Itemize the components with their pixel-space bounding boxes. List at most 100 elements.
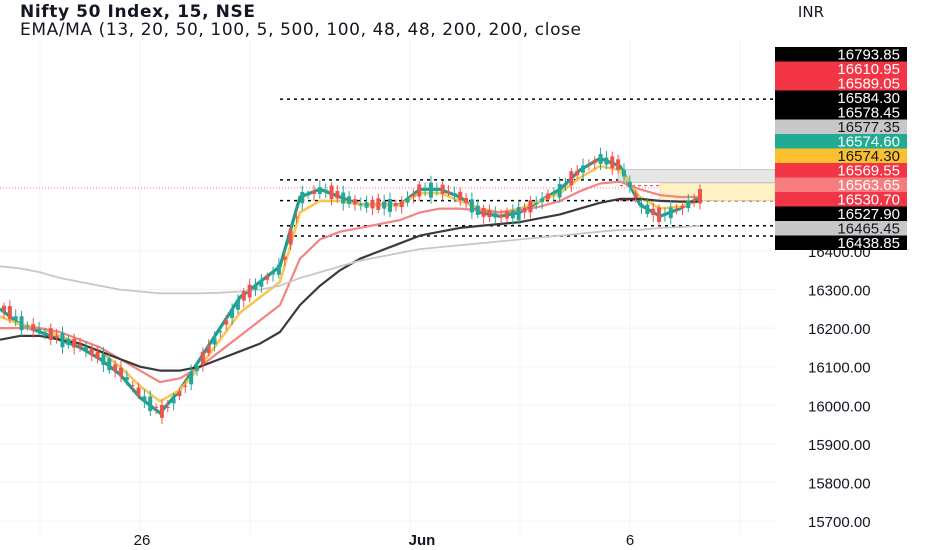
candle-body [674, 209, 679, 211]
price-label-bg [775, 134, 907, 149]
candle-body [48, 328, 53, 340]
price-label-bg [775, 206, 907, 221]
candle-body [569, 171, 574, 186]
candle-body [534, 203, 539, 205]
candle-body [323, 189, 328, 193]
candle-body [557, 183, 562, 198]
candle-body [662, 213, 667, 216]
candle-body [592, 160, 597, 164]
candle-body [276, 264, 281, 275]
candle-body [510, 210, 515, 219]
candle-body [66, 338, 71, 346]
price-label-bg [775, 163, 907, 178]
candle-body [446, 191, 451, 193]
y-tick-label: 15700.00 [808, 514, 871, 531]
candle-body [60, 332, 65, 348]
resistance-zone [617, 169, 776, 183]
candle-body [417, 184, 422, 197]
candle-body [370, 200, 375, 209]
price-label: 16584.30 [775, 90, 907, 107]
ma-line-ema-100 [0, 197, 700, 372]
candle-body [528, 200, 533, 213]
candle-body [101, 354, 106, 365]
candle-body [189, 371, 194, 385]
candle-body [651, 208, 656, 216]
price-label-bg [775, 47, 907, 62]
candle-body [516, 206, 521, 221]
candle-body [481, 207, 486, 217]
x-tick-label: 26 [134, 532, 151, 549]
price-label-text: 16527.90 [837, 206, 900, 223]
price-label: 16527.90 [775, 206, 907, 223]
candle-body [692, 200, 697, 202]
price-label-bg [775, 76, 907, 91]
symbol-title[interactable]: Nifty 50 Index, 15, NSE [20, 2, 256, 22]
price-label-bg [775, 61, 907, 76]
price-label-text: 16530.70 [837, 192, 900, 209]
candle-body [352, 199, 357, 205]
candle-body [581, 165, 586, 173]
y-tick-label: 16300.00 [808, 283, 871, 300]
candle-body [212, 337, 217, 345]
candle-body [329, 185, 334, 199]
candle-body [241, 291, 246, 301]
candle-body [54, 335, 59, 339]
candle-body [247, 284, 252, 298]
candle-body [294, 216, 299, 218]
candle-body [288, 229, 293, 245]
candle-body [633, 193, 638, 198]
candle-body [610, 156, 615, 169]
indicator-legend[interactable]: EMA/MA (13, 20, 50, 100, 5, 500, 100, 48… [20, 20, 582, 40]
candle-body [434, 187, 439, 192]
candle-body [440, 184, 445, 194]
candle-body [452, 192, 457, 196]
time-axis[interactable]: 26 Jun 6 [134, 532, 635, 549]
candle-body [487, 210, 492, 218]
candle-body [311, 190, 316, 195]
candle-body [37, 328, 42, 333]
horizontal-levels [0, 98, 775, 237]
candle-body [200, 351, 205, 365]
candle-body [230, 310, 235, 318]
candle-body [545, 193, 550, 200]
candle-body [393, 203, 398, 206]
candle-body [551, 192, 556, 195]
price-label-bg [775, 221, 907, 236]
price-label: 16578.45 [775, 105, 907, 122]
candle-body [411, 194, 416, 197]
price-label-text: 16577.35 [837, 119, 900, 136]
price-label-bg [775, 105, 907, 120]
price-label-bg [775, 192, 907, 207]
price-label-text: 16465.45 [837, 221, 900, 238]
candle-body [113, 364, 118, 371]
price-label-bg [775, 177, 907, 192]
price-label: 16438.85 [775, 235, 907, 252]
candle-body [586, 164, 591, 166]
candle-body [83, 347, 88, 351]
price-label: 16530.70 [775, 192, 907, 209]
y-tick-label: 16100.00 [808, 360, 871, 377]
x-tick-label: Jun [409, 532, 436, 549]
candle-body [317, 187, 322, 194]
candle-body [540, 198, 545, 203]
candle-body [575, 170, 580, 176]
candle-body [358, 203, 363, 205]
candle-body [235, 300, 240, 310]
candle-body [376, 198, 381, 210]
candle-body [124, 377, 129, 381]
candle-body [259, 279, 264, 287]
candle-body [130, 385, 135, 387]
candle-body [475, 205, 480, 215]
candle-body [95, 351, 100, 359]
candle-body [428, 182, 433, 198]
candle-body [668, 207, 673, 219]
price-label-text: 16438.85 [837, 235, 900, 252]
candle-body [7, 306, 12, 320]
ma-line-ema-50 [0, 180, 700, 384]
price-label: 16569.55 [775, 163, 907, 180]
candle-body [680, 205, 685, 209]
candle-body [72, 338, 77, 348]
candle-body [253, 285, 258, 290]
price-axis[interactable]: 16400.0016300.0016200.0016100.0016000.00… [808, 244, 871, 531]
